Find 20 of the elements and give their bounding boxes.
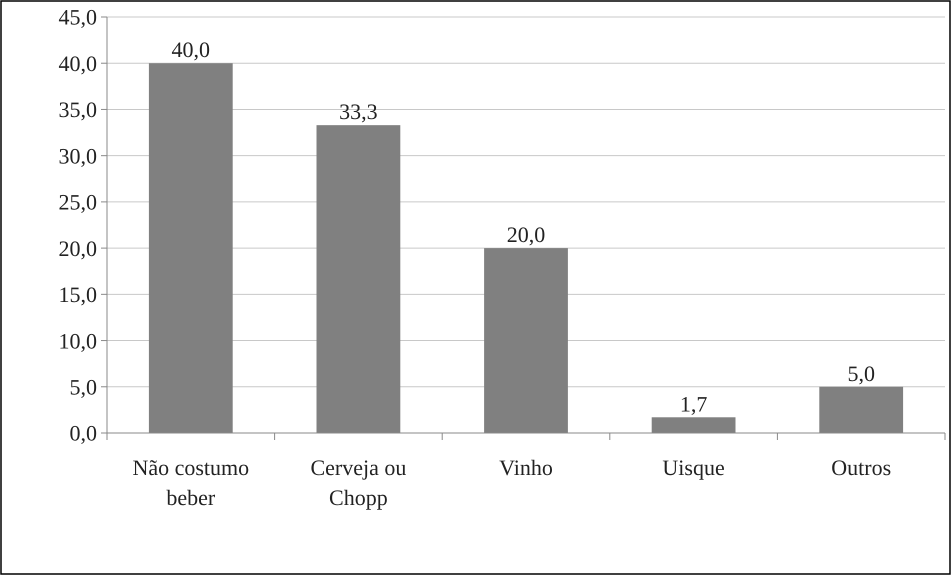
y-tick-label: 5,0 (70, 374, 97, 400)
data-label: 33,3 (339, 99, 378, 124)
x-tick-label: Não costumo beber (132, 455, 250, 510)
y-tick-label: 30,0 (58, 143, 97, 168)
y-tick-label: 25,0 (58, 190, 97, 215)
y-tick-label: 0,0 (70, 420, 97, 446)
x-tick-label: Outros (831, 455, 892, 480)
y-tick-label: 15,0 (58, 282, 97, 308)
y-tick-label: 35,0 (58, 97, 97, 122)
x-tick-label: Cerveja ou Chopp (310, 455, 406, 510)
data-label: 1,7 (680, 391, 708, 416)
y-tick-label: 40,0 (58, 50, 97, 76)
x-tick-label: Uisque (662, 455, 725, 480)
x-tick-label: Vinho (499, 455, 553, 480)
y-tick-label: 20,0 (58, 236, 97, 261)
data-label: 20,0 (506, 222, 546, 248)
data-label: 40,0 (172, 37, 210, 62)
data-label: 5,0 (847, 360, 875, 386)
y-tick-label: 10,0 (58, 328, 97, 354)
y-tick-label: 45,0 (58, 4, 97, 30)
